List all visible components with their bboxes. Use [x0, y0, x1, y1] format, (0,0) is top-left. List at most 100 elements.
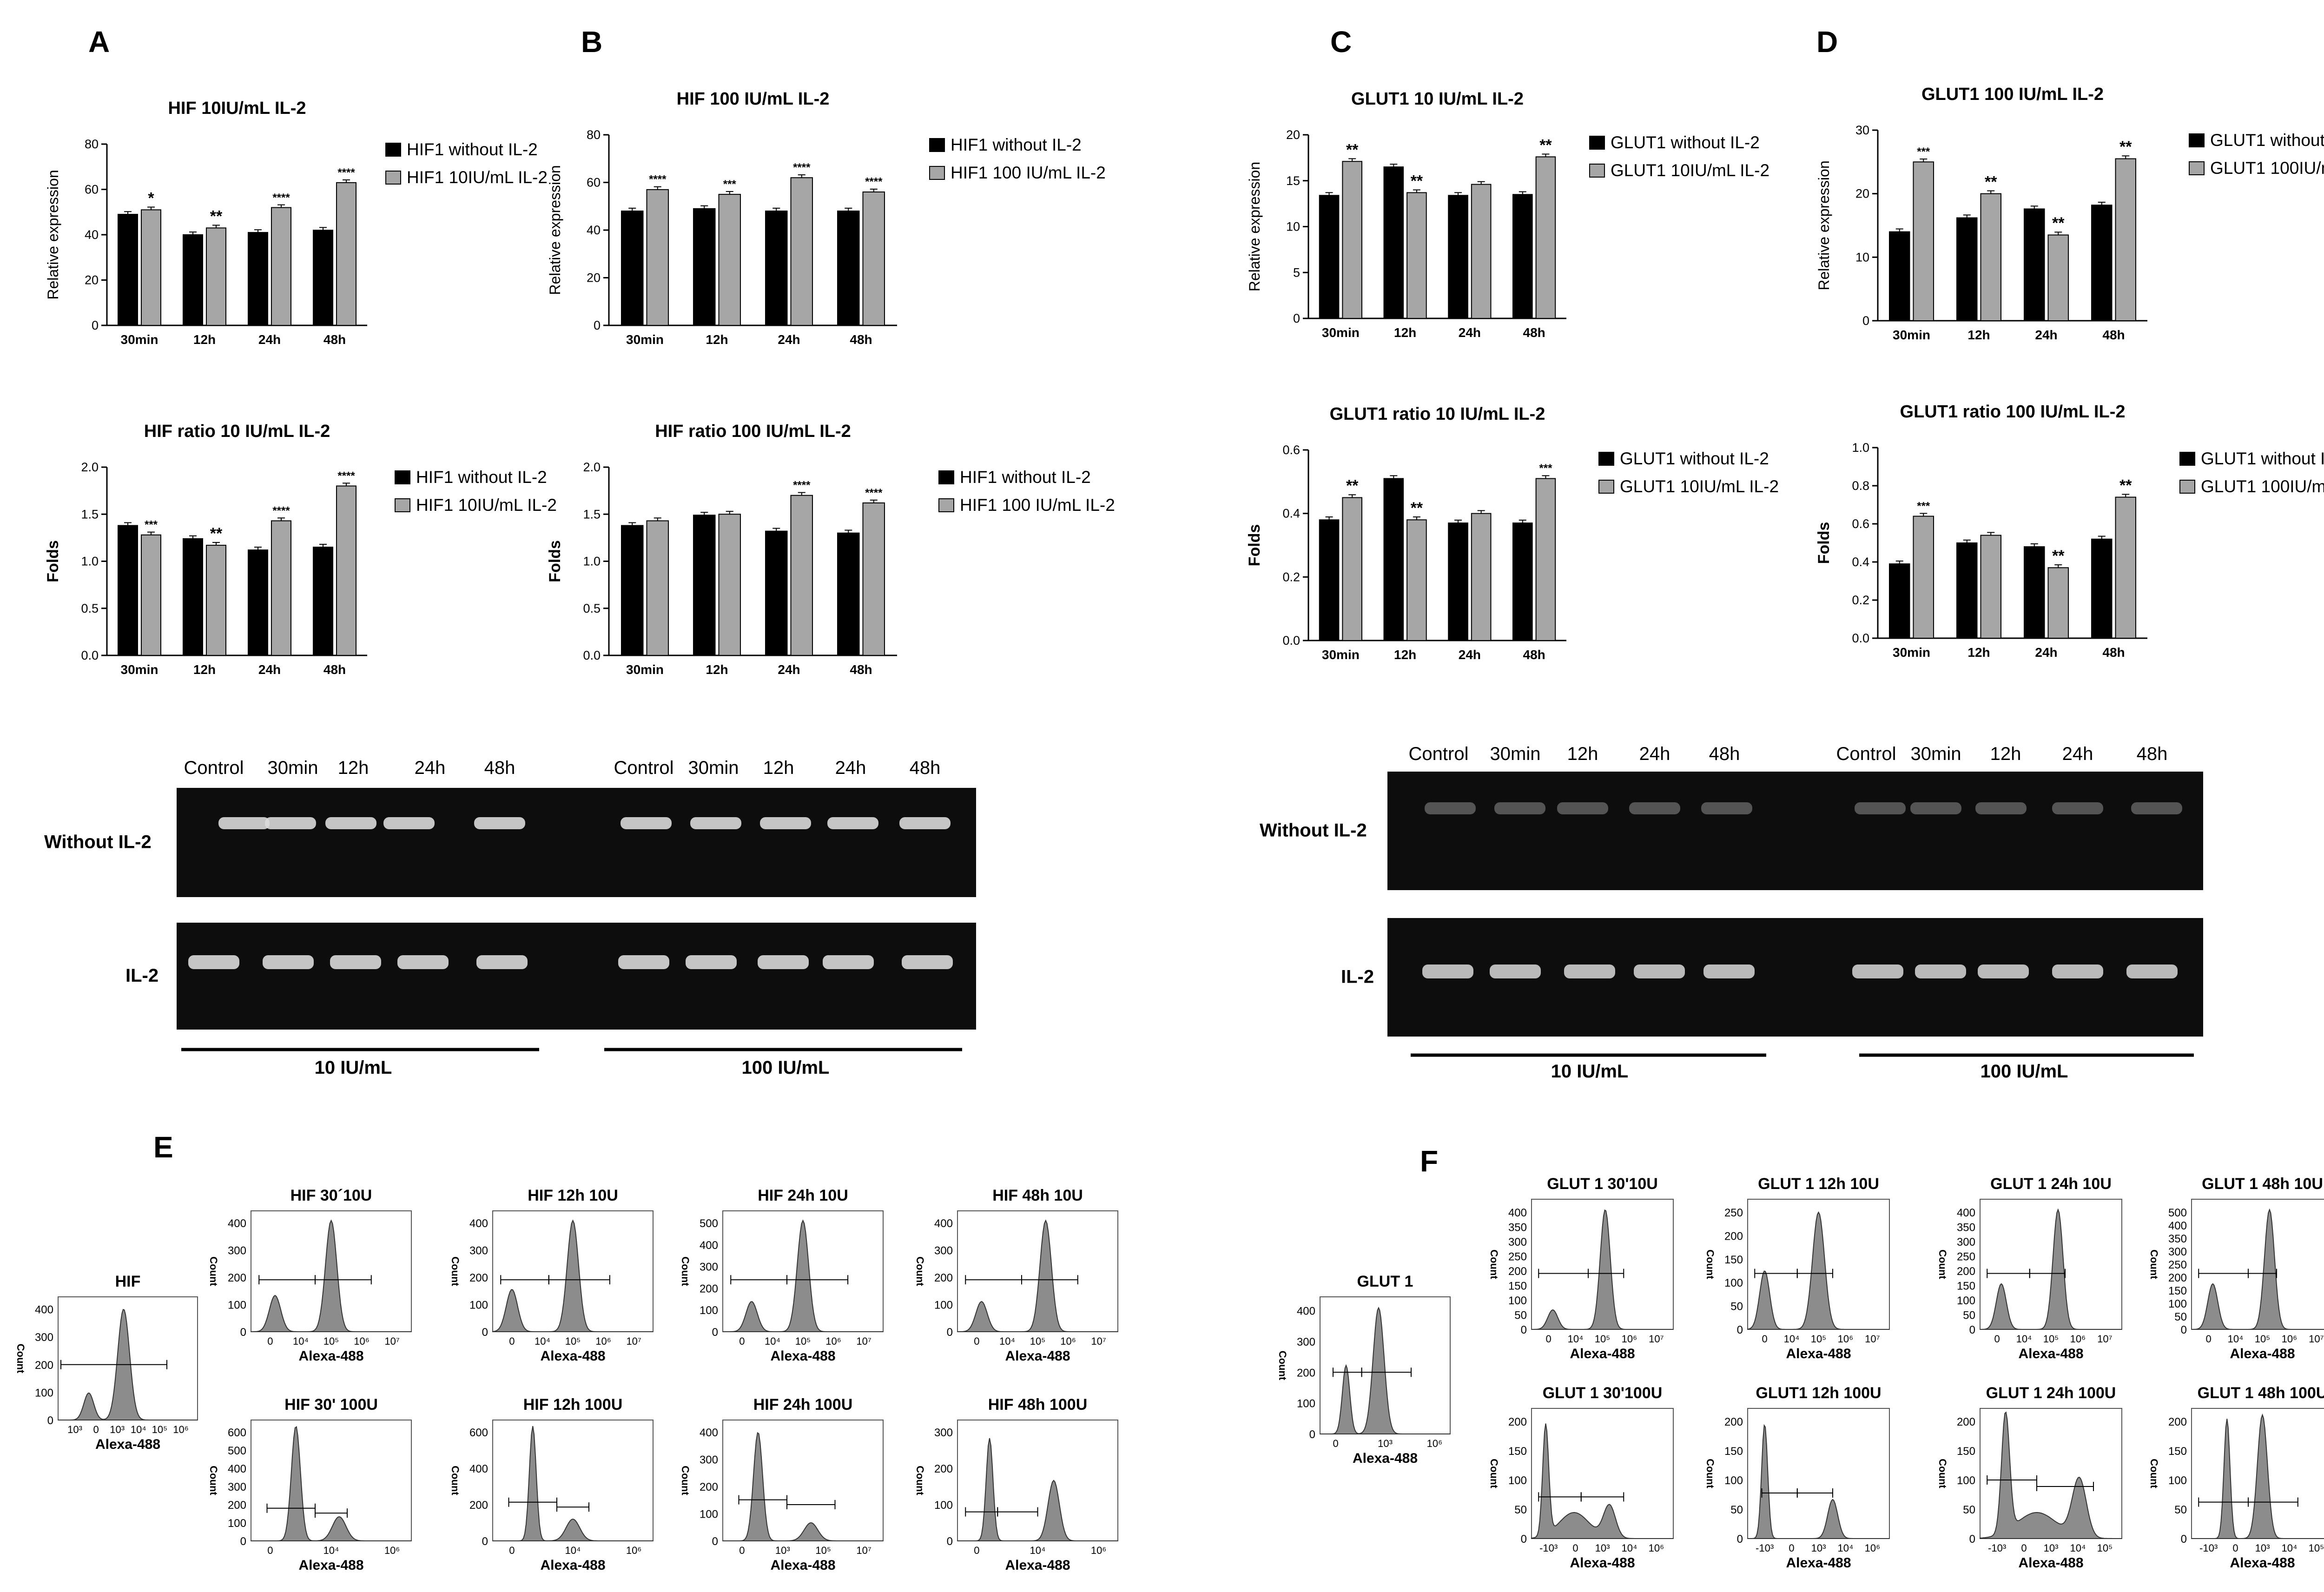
legend-label: HIF1 10IU/mL IL-2 — [407, 168, 548, 187]
y-tick-label: 0 — [1521, 1533, 1527, 1546]
x-tick-label: 0 — [509, 1545, 515, 1556]
histogram-title: HIF 48h 10U — [992, 1187, 1083, 1204]
x-axis-label: Alexa-488 — [1570, 1346, 1635, 1361]
x-tick-label: 24h — [778, 332, 800, 347]
y-tick-label: 600 — [228, 1427, 246, 1439]
bar-without-il2 — [1383, 478, 1404, 641]
chart-title: HIF ratio 100 IU/mL IL-2 — [655, 422, 851, 441]
y-axis-label: Folds — [546, 540, 564, 582]
legend-label: GLUT1 without IL-2 — [2210, 131, 2324, 150]
y-tick-label: 15 — [1286, 174, 1300, 188]
gel-strip-il2 — [177, 923, 976, 1030]
y-tick-label: 350 — [1508, 1222, 1527, 1234]
gel-band — [330, 955, 381, 969]
histogram-e-6: HIF 12h 100U 0 200 400 600 0 10⁴ 10⁶ Alexa-488 Co… — [449, 1396, 654, 1573]
bar-with-il2 — [2047, 567, 2069, 639]
histogram-area — [1320, 1307, 1450, 1434]
y-tick-label: 50 — [1514, 1309, 1527, 1322]
bar-without-il2 — [248, 232, 268, 326]
y-tick-label: 400 — [700, 1239, 718, 1252]
bar-with-il2 — [141, 534, 161, 656]
x-axis-label: Alexa-488 — [1005, 1558, 1070, 1573]
x-tick-label: 0 — [1572, 1542, 1578, 1554]
y-tick-label: 200 — [1508, 1416, 1527, 1428]
legend-label: HIF1 10IU/mL IL-2 — [416, 495, 557, 515]
y-tick-label: 50 — [1730, 1504, 1743, 1516]
legend-label: HIF1 without IL-2 — [407, 140, 538, 159]
lane-label: 24h — [2062, 744, 2093, 764]
x-tick-label: 12h — [1967, 645, 1990, 660]
y-tick-label: 1.0 — [81, 555, 99, 568]
bar-with-il2 — [336, 182, 357, 326]
gel-band — [1629, 802, 1680, 814]
histogram-f-1: GLUT 1 30'10U 0 50 100 150 200 250 300 350 400 0 10… — [1488, 1175, 1674, 1361]
gel-images: Control 30min 12h 24h 48h Control 30min 12h 24h 4… — [44, 744, 2203, 1082]
y-tick-label: 200 — [700, 1481, 718, 1493]
chart-title: HIF ratio 10 IU/mL IL-2 — [144, 422, 330, 441]
significance-mark: **** — [793, 479, 811, 492]
x-tick-label: 30min — [121, 332, 158, 347]
x-tick-label: 10³ — [67, 1424, 82, 1435]
histogram-title: HIF 12h 10U — [528, 1187, 618, 1204]
x-tick-label: 0 — [1994, 1333, 2000, 1345]
y-tick-label: 2.0 — [81, 460, 99, 474]
histogram-title: GLUT1 12h 100U — [1756, 1384, 1881, 1402]
y-tick-label: 100 — [934, 1499, 953, 1512]
x-tick-label: 12h — [706, 332, 728, 347]
histogram-area — [957, 1219, 1118, 1332]
histogram-e-1: HIF 30´10U 0 100 200 300 400 0 10⁴ 10⁵ 10⁶ 10⁷ Alex… — [208, 1187, 412, 1364]
x-tick-label: 10⁷ — [856, 1545, 871, 1556]
y-tick-label: 20 — [85, 273, 99, 287]
x-tick-label: 30min — [626, 662, 664, 677]
y-tick-label: 0.5 — [81, 601, 99, 615]
y-tick-label: 500 — [700, 1217, 718, 1230]
histogram-area — [1980, 1208, 2122, 1330]
x-tick-label: -10³ — [1539, 1542, 1558, 1554]
y-tick-label: 0 — [947, 1535, 953, 1548]
x-tick-label: 10⁷ — [1865, 1333, 1880, 1345]
y-tick-label: 100 — [1508, 1295, 1527, 1307]
histogram-area — [251, 1219, 411, 1332]
chart-title: GLUT1 ratio 10 IU/mL IL-2 — [1330, 404, 1545, 424]
y-axis-label: Count — [2148, 1249, 2160, 1279]
histogram-area — [493, 1426, 653, 1541]
gel-band — [1915, 964, 1966, 978]
y-axis-label: Count — [1704, 1249, 1716, 1279]
bar-without-il2 — [183, 538, 203, 656]
y-tick-label: 50 — [2174, 1504, 2187, 1516]
y-tick-label: 250 — [2168, 1259, 2187, 1271]
y-tick-label: 200 — [469, 1272, 488, 1284]
bar-with-il2 — [271, 207, 291, 326]
lane-label: 24h — [835, 758, 866, 778]
significance-mark: *** — [1539, 462, 1552, 475]
bar-without-il2 — [1889, 231, 1910, 321]
y-tick-label: 500 — [2168, 1207, 2187, 1219]
y-tick-label: 50 — [1730, 1301, 1743, 1313]
x-tick-label: 10⁶ — [1622, 1333, 1637, 1345]
lane-label: Control — [614, 758, 674, 778]
legend-label: HIF1 without IL-2 — [416, 468, 547, 487]
x-tick-label: 10⁴ — [999, 1335, 1015, 1347]
x-tick-label: 10⁵ — [1595, 1333, 1611, 1345]
gel-band — [1490, 964, 1541, 978]
x-tick-label: 48h — [1523, 647, 1545, 662]
y-axis-label: Count — [1704, 1459, 1716, 1488]
x-tick-label: 10⁴ — [131, 1424, 146, 1435]
y-tick-label: 150 — [1724, 1254, 1743, 1266]
x-tick-label: 48h — [850, 662, 872, 677]
y-tick-label: 100 — [228, 1299, 246, 1312]
lane-label: 12h — [1990, 744, 2021, 764]
gel-band — [2052, 964, 2103, 978]
y-tick-label: 200 — [1297, 1367, 1315, 1379]
histogram-title: GLUT 1 30'10U — [1547, 1175, 1658, 1193]
y-tick-label: 50 — [2174, 1311, 2187, 1323]
x-tick-label: 10⁵ — [2255, 1333, 2271, 1345]
y-tick-label: 0.5 — [583, 601, 601, 615]
bar-with-il2 — [646, 189, 669, 326]
significance-mark: ** — [1985, 173, 1997, 191]
y-axis-label: Relative expression — [1816, 160, 1832, 290]
gel-row-label: Without IL-2 — [44, 832, 152, 852]
y-tick-label: 0 — [2181, 1533, 2187, 1546]
gel-row-label: Without IL-2 — [1260, 820, 1367, 841]
